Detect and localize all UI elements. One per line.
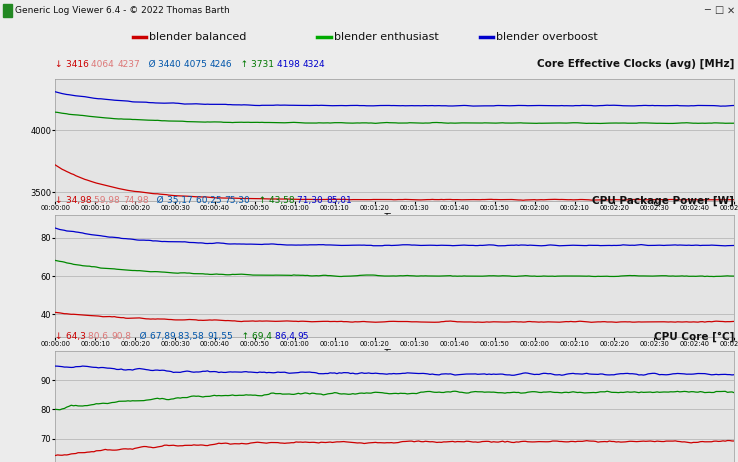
Text: blender enthusiast: blender enthusiast (334, 32, 438, 43)
X-axis label: Time: Time (384, 349, 406, 358)
Text: blender balanced: blender balanced (149, 32, 246, 43)
Text: 91,55: 91,55 (207, 332, 233, 341)
Text: blender overboost: blender overboost (496, 32, 598, 43)
Text: 80,6: 80,6 (89, 332, 111, 341)
Text: Ø: Ø (131, 332, 150, 341)
Text: ─: ─ (704, 6, 710, 15)
Text: 4246: 4246 (210, 60, 232, 69)
Text: 35,17: 35,17 (167, 196, 196, 205)
Text: ↑: ↑ (250, 196, 269, 205)
Text: 4324: 4324 (303, 60, 325, 69)
Text: 75,30: 75,30 (224, 196, 250, 205)
Text: Core Effective Clocks (avg) [MHz]: Core Effective Clocks (avg) [MHz] (537, 59, 734, 69)
Text: Ø: Ø (139, 60, 159, 69)
Bar (3, 4, 12, 17)
Text: 3731: 3731 (252, 60, 277, 69)
Text: 34,98: 34,98 (66, 196, 94, 205)
Text: ↑: ↑ (232, 60, 252, 69)
Text: ↓: ↓ (55, 332, 66, 341)
Text: 83,58: 83,58 (179, 332, 207, 341)
Text: 3440: 3440 (159, 60, 184, 69)
X-axis label: Time: Time (384, 213, 406, 221)
Text: 3416: 3416 (66, 60, 92, 69)
Text: 59,98: 59,98 (94, 196, 123, 205)
Text: 95: 95 (297, 332, 308, 341)
Text: 64,3: 64,3 (66, 332, 89, 341)
Text: 4237: 4237 (117, 60, 139, 69)
Text: 4064: 4064 (92, 60, 117, 69)
Text: CPU Core [°C]: CPU Core [°C] (654, 332, 734, 342)
Text: 71,30: 71,30 (297, 196, 326, 205)
Text: Ø: Ø (148, 196, 167, 205)
Text: 4198: 4198 (277, 60, 303, 69)
Text: Generic Log Viewer 6.4 - © 2022 Thomas Barth: Generic Log Viewer 6.4 - © 2022 Thomas B… (15, 6, 230, 15)
Text: ✕: ✕ (726, 6, 735, 15)
Text: ↓: ↓ (55, 60, 66, 69)
Text: 90,8: 90,8 (111, 332, 131, 341)
Text: 60,25: 60,25 (196, 196, 224, 205)
Text: 4075: 4075 (184, 60, 210, 69)
Text: 86,4: 86,4 (275, 332, 297, 341)
Text: 67,89: 67,89 (150, 332, 179, 341)
Text: 74,98: 74,98 (123, 196, 148, 205)
Text: □: □ (714, 6, 723, 15)
Text: 69,4: 69,4 (252, 332, 275, 341)
Text: ↓: ↓ (55, 196, 66, 205)
Text: 85,01: 85,01 (326, 196, 352, 205)
Text: 43,58: 43,58 (269, 196, 297, 205)
Text: ↑: ↑ (233, 332, 252, 341)
Text: CPU Package Power [W]: CPU Package Power [W] (593, 195, 734, 206)
